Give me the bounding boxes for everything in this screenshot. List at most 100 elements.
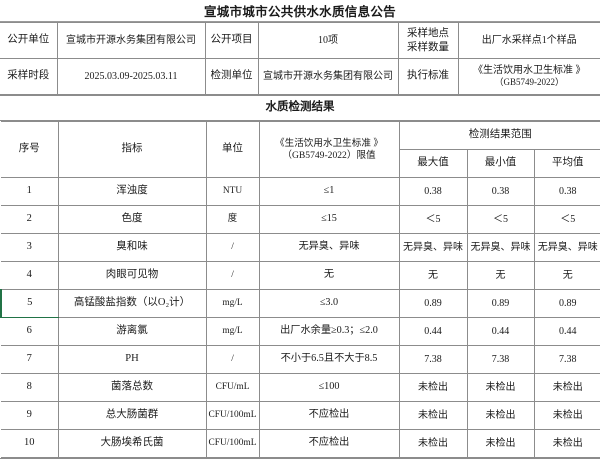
cell-limit[interactable]: ≤3.0 — [259, 290, 399, 318]
cell-limit[interactable]: 无异臭、异味 — [259, 234, 399, 262]
cell-avg[interactable]: ＜5 — [534, 206, 600, 234]
cell-avg[interactable]: 无异臭、异味 — [534, 234, 600, 262]
cell-unit[interactable]: NTU — [206, 178, 259, 206]
cell-min[interactable]: 无 — [467, 262, 534, 290]
cell-seq[interactable]: 8 — [1, 374, 58, 402]
cell-unit[interactable]: mg/L — [206, 290, 259, 318]
cell-max[interactable]: 0.89 — [399, 290, 467, 318]
sheet-bottom-edge — [0, 458, 600, 465]
cell-indicator[interactable]: 臭和味 — [58, 234, 206, 262]
section-banner-label: 水质检测结果 — [0, 96, 600, 121]
cell-limit[interactable]: ≤15 — [259, 206, 399, 234]
cell-indicator[interactable]: 高锰酸盐指数（以O₂计） — [58, 290, 206, 318]
sampling-site-count-label: 采样地点 采样数量 — [398, 23, 458, 59]
cell-indicator[interactable]: 大肠埃希氏菌 — [58, 430, 206, 458]
cell-avg[interactable]: 0.38 — [534, 178, 600, 206]
cell-limit[interactable]: 出厂水余量≥0.3；≤2.0 — [259, 318, 399, 346]
cell-indicator[interactable]: 游离氯 — [58, 318, 206, 346]
cell-limit[interactable]: 无 — [259, 262, 399, 290]
cell-max[interactable]: 0.38 — [399, 178, 467, 206]
cell-unit[interactable]: CFU/100mL — [206, 430, 259, 458]
cell-min[interactable]: 未检出 — [467, 430, 534, 458]
cell-min[interactable]: 未检出 — [467, 402, 534, 430]
cell-seq[interactable]: 10 — [1, 430, 58, 458]
cell-avg[interactable]: 未检出 — [534, 430, 600, 458]
cell-seq[interactable]: 7 — [1, 346, 58, 374]
cell-limit[interactable]: 不小于6.5且不大于8.5 — [259, 346, 399, 374]
section-banner-table: 水质检测结果 — [0, 95, 600, 121]
cell-avg[interactable]: 未检出 — [534, 374, 600, 402]
cell-seq[interactable]: 4 — [1, 262, 58, 290]
cell-seq[interactable]: 2 — [1, 206, 58, 234]
standard-name: 《生活饮用水卫生标准 》 — [460, 65, 600, 78]
cell-limit[interactable]: 不应检出 — [259, 402, 399, 430]
cell-max[interactable]: 未检出 — [399, 374, 467, 402]
cell-indicator[interactable]: 浑浊度 — [58, 178, 206, 206]
col-header-limit-line2: （GB5749-2022）限值 — [261, 150, 398, 162]
testing-unit-value: 宣城市开源水务集团有限公司 — [258, 59, 398, 95]
cell-unit[interactable]: / — [206, 262, 259, 290]
cell-max[interactable]: 未检出 — [399, 402, 467, 430]
cell-seq[interactable]: 3 — [1, 234, 58, 262]
cell-seq[interactable]: 6 — [1, 318, 58, 346]
cell-limit[interactable]: ≤100 — [259, 374, 399, 402]
cell-min[interactable]: 0.38 — [467, 178, 534, 206]
page-title-text: 宣城市城市公共供水水质信息公告 — [204, 1, 396, 20]
cell-min[interactable]: 无异臭、异味 — [467, 234, 534, 262]
cell-limit[interactable]: 不应检出 — [259, 430, 399, 458]
sampling-period-label: 采样时段 — [0, 59, 57, 95]
standard-label: 执行标准 — [398, 59, 458, 95]
cell-max[interactable]: 7.38 — [399, 346, 467, 374]
spreadsheet-canvas: 宣城市城市公共供水水质信息公告 公开单位 宣城市开源水务集团有限公司 公开项目 … — [0, 0, 600, 443]
cell-max[interactable]: ＜5 — [399, 206, 467, 234]
cell-unit[interactable]: / — [206, 346, 259, 374]
cell-indicator[interactable]: PH — [58, 346, 206, 374]
cell-unit[interactable]: / — [206, 234, 259, 262]
cell-indicator[interactable]: 色度 — [58, 206, 206, 234]
cell-unit[interactable]: CFU/100mL — [206, 402, 259, 430]
cell-min[interactable]: 0.89 — [467, 290, 534, 318]
page-title: 宣城市城市公共供水水质信息公告 — [0, 0, 600, 22]
col-header-result-group: 检测结果范围 — [399, 122, 600, 150]
cell-unit[interactable]: mg/L — [206, 318, 259, 346]
cell-indicator[interactable]: 菌落总数 — [58, 374, 206, 402]
cell-max[interactable]: 无 — [399, 262, 467, 290]
cell-min[interactable]: 7.38 — [467, 346, 534, 374]
cell-min[interactable]: 未检出 — [467, 374, 534, 402]
cell-unit[interactable]: CFU/mL — [206, 374, 259, 402]
cell-avg[interactable]: 7.38 — [534, 346, 600, 374]
cell-min[interactable]: 0.44 — [467, 318, 534, 346]
public-items-value: 10项 — [258, 23, 398, 59]
sampling-site-count-value: 出厂水采样点1个样品 — [458, 23, 600, 59]
cell-max[interactable]: 未检出 — [399, 430, 467, 458]
col-header-limit: 《生活饮用水卫生标准 》 （GB5749-2022）限值 — [259, 122, 399, 178]
cell-min[interactable]: ＜5 — [467, 206, 534, 234]
cell-seq[interactable]: 9 — [1, 402, 58, 430]
cell-avg[interactable]: 0.89 — [534, 290, 600, 318]
cell-avg[interactable]: 0.44 — [534, 318, 600, 346]
cell-max[interactable]: 无异臭、异味 — [399, 234, 467, 262]
standard-value: 《生活饮用水卫生标准 》 （GB5749-2022） — [458, 59, 600, 95]
cell-seq[interactable]: 5 — [1, 290, 58, 318]
cell-seq[interactable]: 1 — [1, 178, 58, 206]
col-header-limit-line1: 《生活饮用水卫生标准 》 — [261, 138, 398, 150]
col-header-max: 最大值 — [399, 150, 467, 178]
cell-avg[interactable]: 无 — [534, 262, 600, 290]
cell-avg[interactable]: 未检出 — [534, 402, 600, 430]
cell-indicator[interactable]: 肉眼可见物 — [58, 262, 206, 290]
table-header-row-1: 序号 指标 单位 《生活饮用水卫生标准 》 （GB5749-2022）限值 检测… — [1, 122, 600, 150]
cell-unit[interactable]: 度 — [206, 206, 259, 234]
cell-indicator[interactable]: 总大肠菌群 — [58, 402, 206, 430]
cell-limit[interactable]: ≤1 — [259, 178, 399, 206]
cell-max[interactable]: 0.44 — [399, 318, 467, 346]
